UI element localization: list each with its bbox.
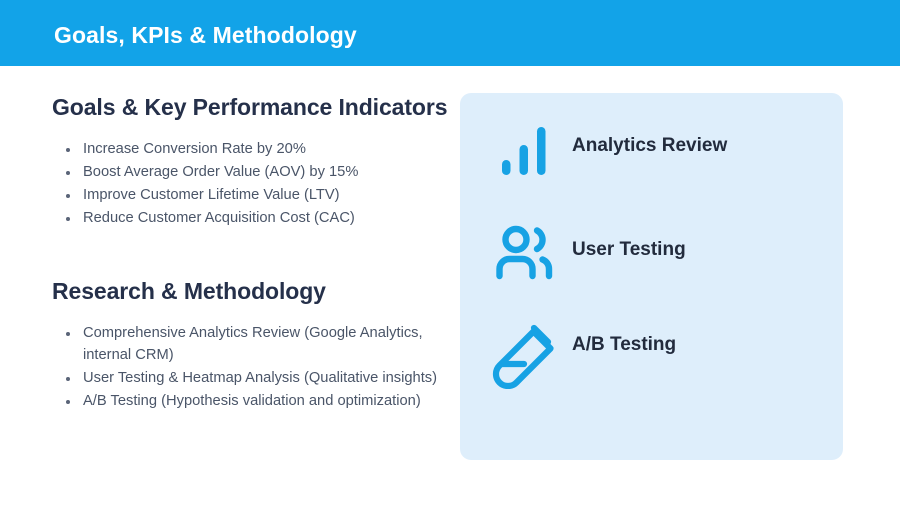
method-label-user-testing: User Testing xyxy=(572,239,686,260)
page-title: Goals, KPIs & Methodology xyxy=(54,22,357,48)
list-item: A/B Testing (Hypothesis validation and o… xyxy=(52,391,452,413)
bar-chart-icon xyxy=(502,127,546,175)
method-item-ab-testing: A/B Testing xyxy=(490,321,676,389)
users-icon xyxy=(496,225,553,280)
research-methodology-list: Comprehensive Analytics Review (Google A… xyxy=(52,323,452,412)
list-item: Improve Customer Lifetime Value (LTV) xyxy=(52,185,452,207)
list-item: Increase Conversion Rate by 20% xyxy=(52,139,452,161)
research-methodology-heading: Research & Methodology xyxy=(52,278,326,304)
methodology-panel: Analytics Review User Testing xyxy=(460,93,843,460)
research-methodology-section: Research & Methodology Comprehensive Ana… xyxy=(52,278,452,414)
method-label-analytics-review: Analytics Review xyxy=(572,135,728,156)
list-item: Reduce Customer Acquisition Cost (CAC) xyxy=(52,208,452,230)
list-item: User Testing & Heatmap Analysis (Qualita… xyxy=(52,368,452,390)
method-item-user-testing: User Testing xyxy=(490,218,686,286)
goals-kpi-heading: Goals & Key Performance Indicators xyxy=(52,94,448,120)
list-item: Boost Average Order Value (AOV) by 15% xyxy=(52,162,452,184)
header-bar: Goals, KPIs & Methodology xyxy=(0,0,900,66)
goals-kpi-section: Goals & Key Performance Indicators Incre… xyxy=(52,90,452,231)
method-item-analytics-review: Analytics Review xyxy=(490,115,727,183)
list-item: Comprehensive Analytics Review (Google A… xyxy=(52,323,452,366)
test-tube-icon xyxy=(492,324,554,389)
method-label-ab-testing: A/B Testing xyxy=(572,334,677,355)
goals-kpi-list: Increase Conversion Rate by 20% Boost Av… xyxy=(52,139,452,230)
